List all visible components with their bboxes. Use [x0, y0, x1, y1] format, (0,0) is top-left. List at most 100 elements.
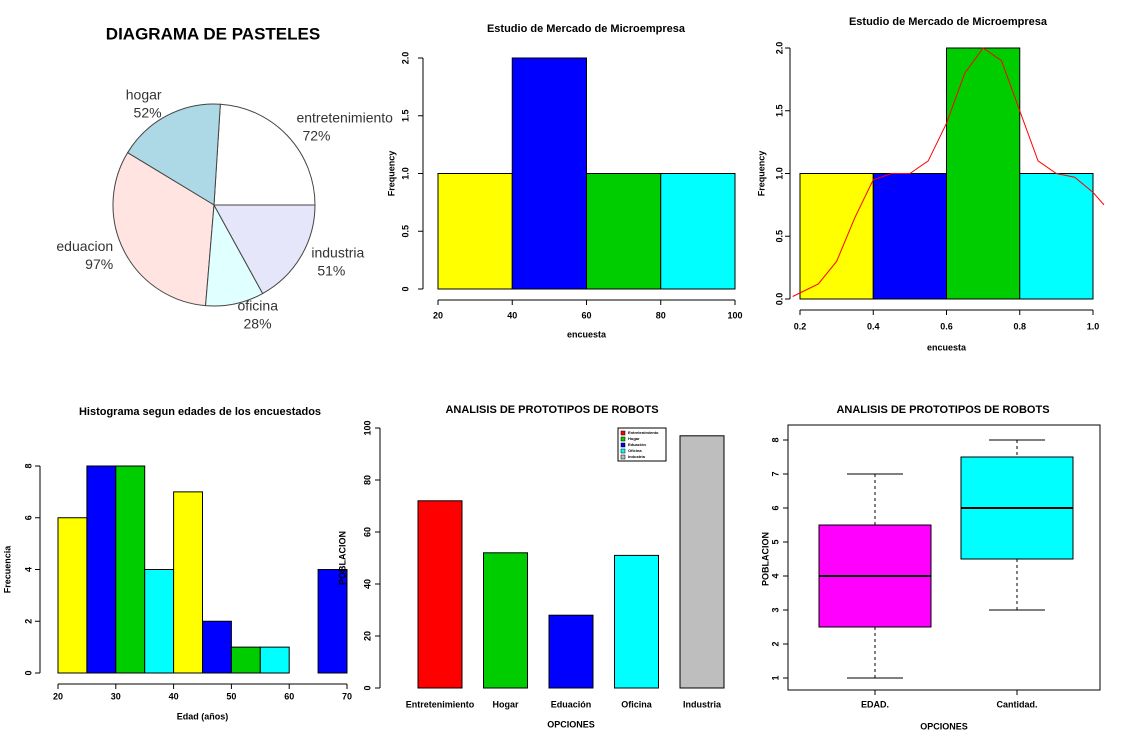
x-axis-label: OPCIONES [547, 719, 595, 729]
y-tick-label: 5 [770, 539, 780, 544]
x-tick-label: Hogar [492, 699, 519, 709]
x-tick-label: 40 [507, 310, 517, 320]
y-tick-label: 8 [770, 437, 780, 442]
y-tick-label: 7 [770, 471, 780, 476]
y-tick-label: 1 [770, 675, 780, 680]
y-tick-label: 60 [362, 527, 372, 537]
slice-value-label: 72% [302, 127, 330, 143]
y-tick-label: 0.5 [400, 225, 410, 238]
y-tick-label: 1.0 [774, 167, 784, 180]
y-tick-label: 2.0 [400, 52, 410, 65]
legend-box [617, 427, 667, 462]
y-tick-label: 1.5 [774, 104, 784, 117]
x-tick-label: 60 [581, 310, 591, 320]
y-tick-label: 0 [362, 685, 372, 690]
pie-slice [213, 103, 316, 206]
x-axis-label: OPCIONES [920, 721, 968, 731]
histogram-bar [115, 465, 146, 674]
chart-title: DIAGRAMA DE PASTELES [106, 24, 320, 43]
x-axis-label: encuesta [567, 329, 607, 339]
slice-label: industria [311, 244, 364, 260]
bar [483, 552, 528, 689]
x-tick-label: Oficina [621, 699, 653, 709]
x-tick-label: 70 [342, 691, 352, 701]
legend-label: Hogar [628, 436, 640, 441]
histogram-bar [259, 646, 290, 674]
slice-label: hogar [126, 86, 162, 102]
y-tick-label: 4 [770, 573, 780, 578]
chart-title: Estudio de Mercado de Microempresa [849, 16, 1048, 28]
chart-title: Estudio de Mercado de Microempresa [487, 23, 686, 35]
chart-title: ANALISIS DE PROTOTIPOS DE ROBOTS [836, 404, 1049, 416]
histogram-bar [437, 173, 513, 290]
y-tick-label: 20 [362, 631, 372, 641]
bar [614, 554, 659, 689]
histogram-bar [586, 173, 662, 290]
y-axis-label: Frecuencia [2, 545, 12, 594]
histogram-bar [946, 47, 1021, 300]
y-tick-label: 40 [362, 579, 372, 589]
x-tick-label: 40 [169, 691, 179, 701]
y-axis-label: POBLACION [760, 532, 770, 586]
x-tick-label: 1.0 [1087, 321, 1100, 331]
y-axis-label: Frequency [756, 151, 766, 197]
y-tick-label: 2 [23, 619, 33, 624]
x-tick-label: 20 [53, 691, 63, 701]
x-tick-label: 0.4 [867, 321, 880, 331]
legend-label: Entretenimiento [628, 430, 659, 435]
density-curve [792, 47, 1105, 297]
y-tick-label: 0.0 [774, 293, 784, 306]
slice-value-label: 97% [85, 256, 113, 272]
pie-slice [126, 103, 221, 206]
y-tick-label: 2.0 [774, 42, 784, 55]
x-tick-label: 80 [656, 310, 666, 320]
histogram-bar [173, 491, 204, 674]
pie-slice [213, 204, 316, 295]
x-tick-label: Entretenimiento [406, 699, 475, 709]
x-tick-label: 0.2 [794, 321, 807, 331]
y-axis-label: Frequency [386, 151, 396, 197]
histogram-bar [317, 569, 348, 674]
histogram-bar [144, 569, 175, 674]
y-tick-label: 1.0 [400, 167, 410, 180]
x-tick-label: 50 [226, 691, 236, 701]
histogram-bar [1019, 173, 1094, 300]
x-tick-label: EDAD. [861, 699, 889, 709]
histogram-bar [799, 173, 874, 300]
legend-swatch [620, 448, 626, 454]
chart-title: ANALISIS DE PROTOTIPOS DE ROBOTS [445, 404, 658, 416]
chart-title: Histograma segun edades de los encuestad… [79, 406, 321, 418]
x-tick-label: 30 [111, 691, 121, 701]
histogram-bar [86, 465, 117, 674]
histogram-bar [660, 173, 736, 290]
x-axis-label: Edad (años) [177, 711, 229, 721]
x-tick-label: 0.8 [1013, 321, 1026, 331]
y-tick-label: 1.5 [400, 109, 410, 122]
y-tick-label: 6 [23, 515, 33, 520]
pie-slice [112, 151, 215, 307]
y-axis-label: POBLACION [337, 531, 347, 585]
bar [417, 500, 463, 689]
x-tick-label: 0.6 [940, 321, 953, 331]
histogram-bar [872, 173, 947, 300]
slice-value-label: 51% [317, 262, 345, 278]
legend-swatch [620, 430, 626, 436]
histogram-bar [230, 646, 261, 674]
histogram-bar [57, 517, 88, 674]
y-tick-label: 0.5 [774, 230, 784, 243]
bar [679, 435, 725, 689]
y-tick-label: 80 [362, 475, 372, 485]
y-tick-label: 4 [23, 567, 33, 572]
x-tick-label: Industria [683, 699, 722, 709]
x-tick-label: Cantidad. [996, 699, 1037, 709]
legend-label: Eduación [628, 442, 647, 447]
y-tick-label: 3 [770, 607, 780, 612]
slice-value-label: 52% [134, 104, 162, 120]
slice-value-label: 28% [244, 315, 272, 331]
slice-label: eduacion [56, 238, 113, 254]
y-tick-label: 0 [400, 286, 410, 291]
histogram-bar [511, 57, 587, 290]
legend-swatch [620, 442, 626, 448]
slice-label: entretenimiento [296, 109, 393, 125]
